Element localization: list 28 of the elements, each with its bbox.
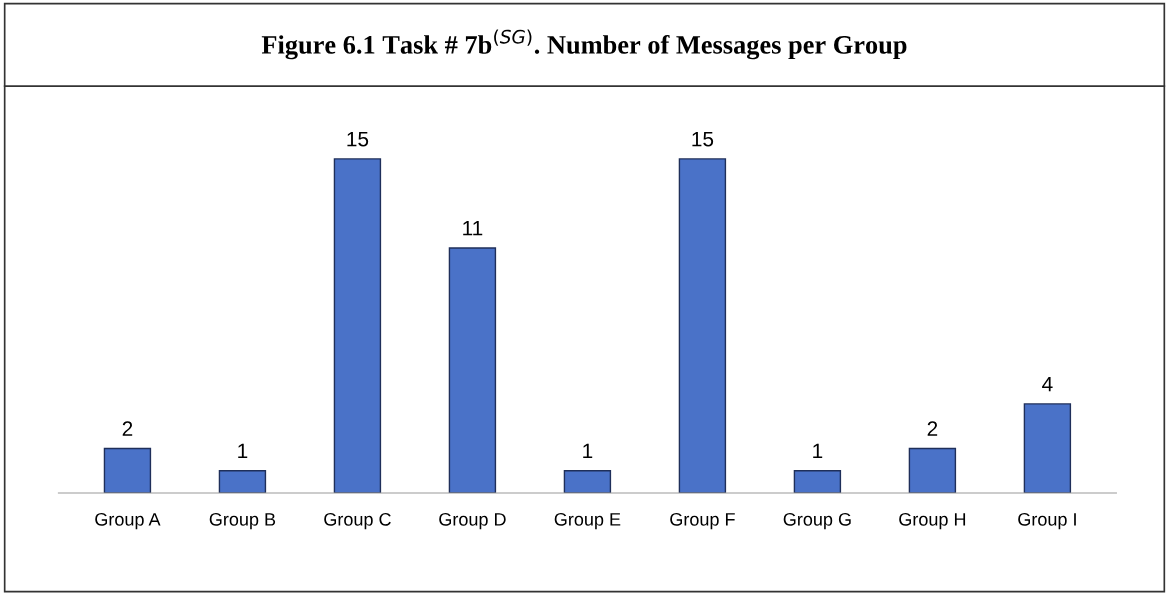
chart-title: Figure 6.1 Task # 7b$^{(SG)}$. Number of Messages per Group — [261, 29, 907, 60]
bar — [678, 158, 727, 494]
bar — [448, 247, 497, 494]
x-tick-label: Group E — [554, 512, 621, 530]
data-label: 15 — [692, 131, 714, 147]
bar — [1023, 403, 1072, 494]
bar — [908, 447, 957, 494]
x-tick-label: Group C — [324, 512, 391, 530]
bar — [563, 470, 612, 494]
x-tick-label: Group D — [439, 512, 506, 530]
x-tick-label: Group B — [209, 512, 276, 530]
data-label: 1 — [238, 443, 248, 459]
x-tick-label: Group F — [670, 512, 735, 530]
data-label: 1 — [583, 443, 593, 459]
bar — [218, 470, 267, 494]
data-label: 15 — [347, 131, 369, 147]
data-label: 4 — [1042, 376, 1053, 392]
x-tick-label: Group G — [783, 512, 851, 530]
x-tick-label: Group I — [1018, 512, 1076, 530]
data-label: 2 — [122, 421, 133, 436]
bar — [793, 470, 842, 494]
data-label: 2 — [927, 421, 938, 436]
data-label: 11 — [463, 221, 483, 236]
data-label: 1 — [813, 443, 823, 459]
bar — [103, 447, 152, 494]
x-tick-label: Group H — [899, 512, 966, 530]
bar — [333, 158, 382, 494]
x-tick-label: Group A — [95, 512, 161, 530]
